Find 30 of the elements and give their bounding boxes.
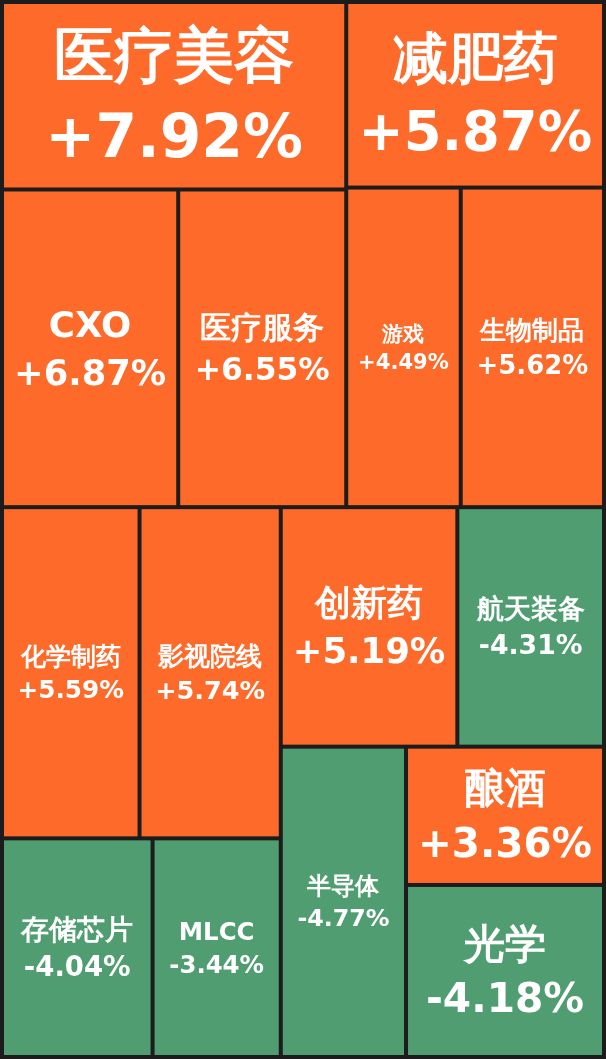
category-label: 医疗美容 xyxy=(54,20,295,91)
data-label: +5.59% xyxy=(17,674,124,704)
category-label: 影视院线 xyxy=(157,640,263,671)
category-label: 游戏 xyxy=(381,320,425,346)
category-label: MLCC xyxy=(178,916,255,946)
data-label: -4.18% xyxy=(425,974,585,1023)
category-label: 航天装备 xyxy=(475,593,585,625)
data-label: +5.19% xyxy=(292,630,446,672)
category-label: 半导体 xyxy=(306,871,381,900)
category-label: 酿酒 xyxy=(464,764,547,813)
data-label: +5.74% xyxy=(155,674,266,705)
data-label: -4.04% xyxy=(23,950,131,983)
data-label: -3.44% xyxy=(169,949,265,979)
category-label: 生物制品 xyxy=(479,314,585,345)
category-label: 医疗服务 xyxy=(200,309,325,346)
data-label: +3.36% xyxy=(418,819,592,868)
data-label: +6.55% xyxy=(194,351,330,388)
category-label: 存储芯片 xyxy=(20,913,134,946)
data-label: +5.87% xyxy=(358,100,593,164)
data-label: +6.87% xyxy=(14,351,167,393)
data-label: -4.31% xyxy=(478,629,583,661)
data-label: +7.92% xyxy=(45,101,303,172)
category-label: 光学 xyxy=(462,919,547,968)
data-label: +4.49% xyxy=(358,349,449,375)
category-label: 减肥药 xyxy=(392,25,558,90)
data-label: +5.62% xyxy=(476,349,589,380)
category-label: CXO xyxy=(48,303,132,345)
category-label: 创新药 xyxy=(314,582,424,624)
category-label: 化学制药 xyxy=(19,641,121,671)
data-label: -4.77% xyxy=(297,903,390,932)
